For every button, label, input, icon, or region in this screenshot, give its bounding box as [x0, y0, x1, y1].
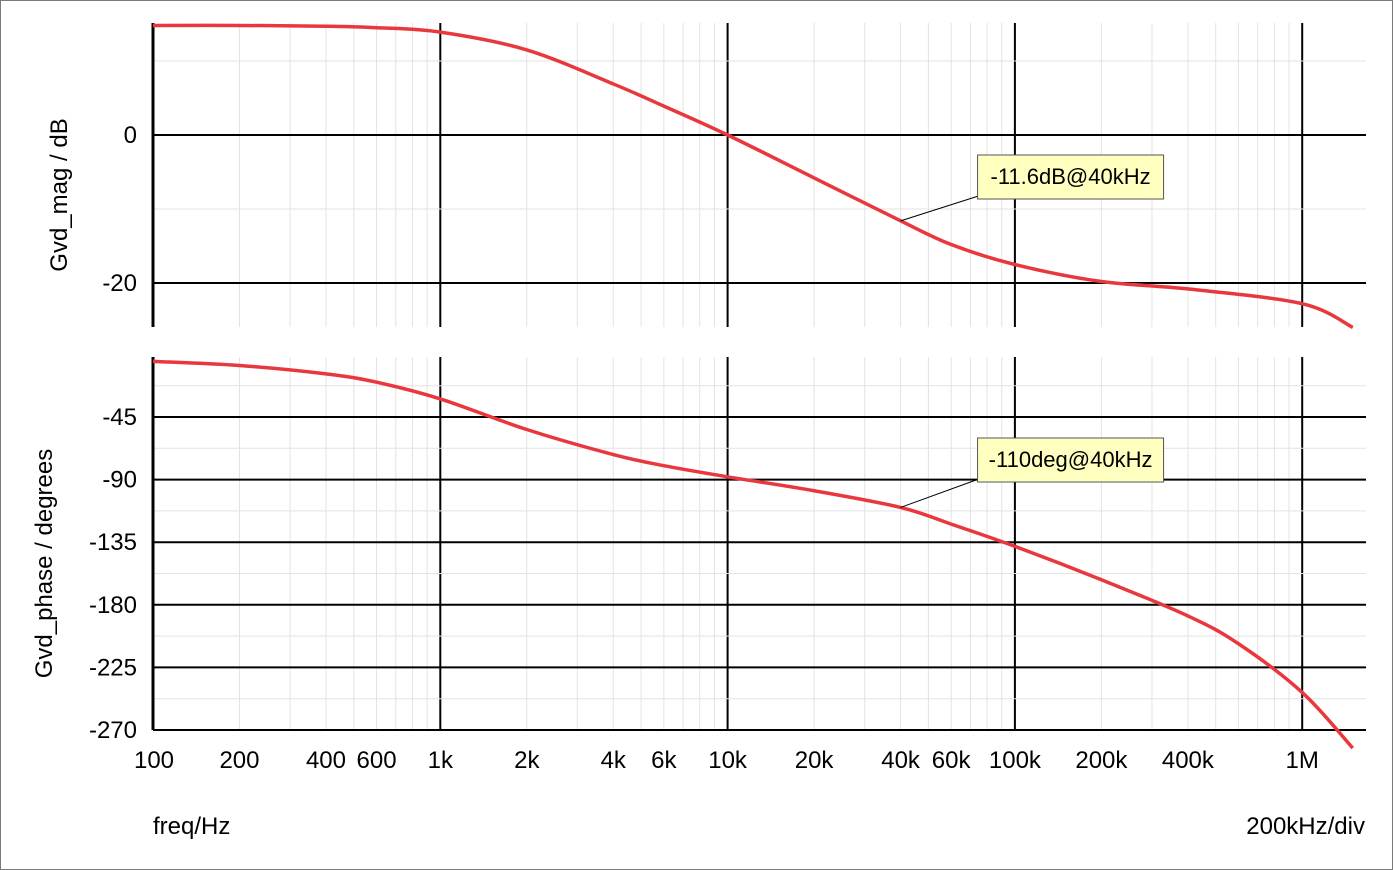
annotation-box — [977, 437, 1165, 483]
y-tick-label: -270 — [89, 717, 137, 744]
y-tick-label: -180 — [89, 592, 137, 619]
y-tick-label: -135 — [89, 529, 137, 556]
x-tick-label: 60k — [932, 747, 972, 774]
x-tick-label: 400k — [1162, 747, 1215, 774]
annotation-box — [977, 154, 1165, 200]
y-tick-label: -90 — [102, 467, 137, 494]
series-line — [152, 23, 1354, 329]
annotation-leader — [900, 477, 982, 508]
x-tick-label: 400 — [306, 747, 346, 774]
x-tick-label: 1k — [428, 747, 454, 774]
y-tick-label: -45 — [102, 404, 137, 431]
panel-phase: -45 -90 -135 -180 -225 -270 Gvd_phase / degree… — [31, 357, 1366, 750]
y-tick-label: -225 — [89, 654, 137, 681]
x-tick-label: 6k — [651, 747, 677, 774]
y-tick-label: -20 — [102, 270, 137, 297]
x-tick-label: 600 — [357, 747, 397, 774]
x-tick-label: 10k — [708, 747, 748, 774]
y-axis-label: Gvd_mag / dB — [46, 118, 73, 271]
annotation-label: -110deg@40kHz — [989, 447, 1153, 472]
x-tick-label: 1M — [1286, 747, 1319, 774]
panel-magnitude: 0 -20 Gvd_mag / dB -11.6dB@40kHz — [46, 23, 1366, 329]
x-tick-label: 100k — [989, 747, 1042, 774]
x-tick-label: 4k — [601, 747, 627, 774]
annotation-leader — [900, 194, 982, 222]
annotation-label: -11.6dB@40kHz — [991, 164, 1151, 189]
x-tick-label: 2k — [514, 747, 540, 774]
x-axis-label: freq/Hz — [153, 813, 230, 840]
y-axis-label: Gvd_phase / degrees — [31, 449, 58, 679]
y-tick-label: 0 — [124, 122, 137, 149]
x-tick-label: 200 — [219, 747, 259, 774]
x-per-div-label: 200kHz/div — [1246, 813, 1365, 840]
x-tick-label: 200k — [1075, 747, 1128, 774]
x-tick-label: 20k — [795, 747, 835, 774]
x-tick-label: 100 — [134, 747, 174, 774]
x-tick-label: 40k — [881, 747, 921, 774]
series-line — [152, 359, 1355, 750]
